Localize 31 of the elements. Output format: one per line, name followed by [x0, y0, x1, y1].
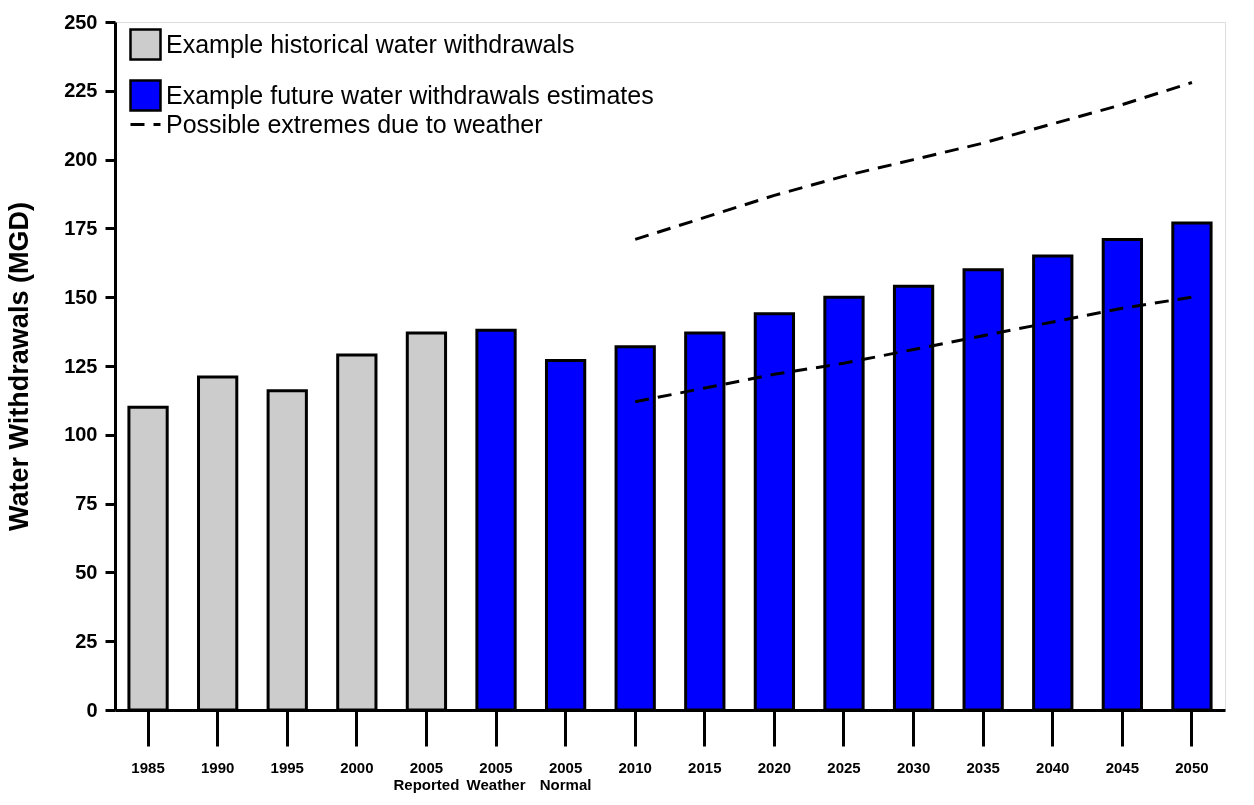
- x-tick-label: 2005 Weather: [466, 758, 526, 793]
- x-tick-label: 1995: [270, 758, 304, 776]
- y-axis-title: Water Withdrawals (MGD): [4, 202, 35, 531]
- x-tick-label: 2040: [1036, 758, 1070, 776]
- y-tick-label: 150: [64, 285, 98, 308]
- x-tick-label: 2035: [966, 758, 1000, 776]
- y-tick-label: 0: [86, 698, 98, 721]
- y-tick-label: 50: [75, 560, 98, 583]
- y-tick-label: 125: [64, 354, 98, 377]
- y-tick-label: 175: [64, 216, 98, 239]
- y-tick-label: 25: [75, 629, 98, 652]
- x-tick-label: 2000: [340, 758, 374, 776]
- y-tick-label: 200: [64, 148, 98, 171]
- x-tick-label: 2045: [1105, 758, 1140, 776]
- x-tick-label: 2030: [896, 758, 931, 776]
- x-tick-label: 2025: [827, 758, 861, 776]
- legend-label: Example historical water withdrawals: [166, 29, 575, 58]
- y-tick-label: 75: [75, 492, 98, 515]
- x-tick-label: 2010: [618, 758, 652, 776]
- x-tick-label: 2005 Normal: [539, 758, 592, 793]
- x-tick-label: 2050: [1175, 758, 1209, 776]
- legend-label: Example future water withdrawals estimates: [166, 80, 654, 109]
- y-tick-label: 250: [64, 10, 98, 33]
- x-tick-label: 2015: [688, 758, 722, 776]
- x-tick-label: 1985: [131, 758, 165, 776]
- y-tick-label: 225: [64, 79, 98, 102]
- x-tick-label: 2005 Reported: [393, 758, 460, 793]
- legend-label: Possible extremes due to weather: [166, 109, 543, 138]
- y-tick-label: 100: [64, 423, 98, 446]
- x-tick-label: 2020: [757, 758, 792, 776]
- x-tick-label: 1990: [200, 758, 235, 776]
